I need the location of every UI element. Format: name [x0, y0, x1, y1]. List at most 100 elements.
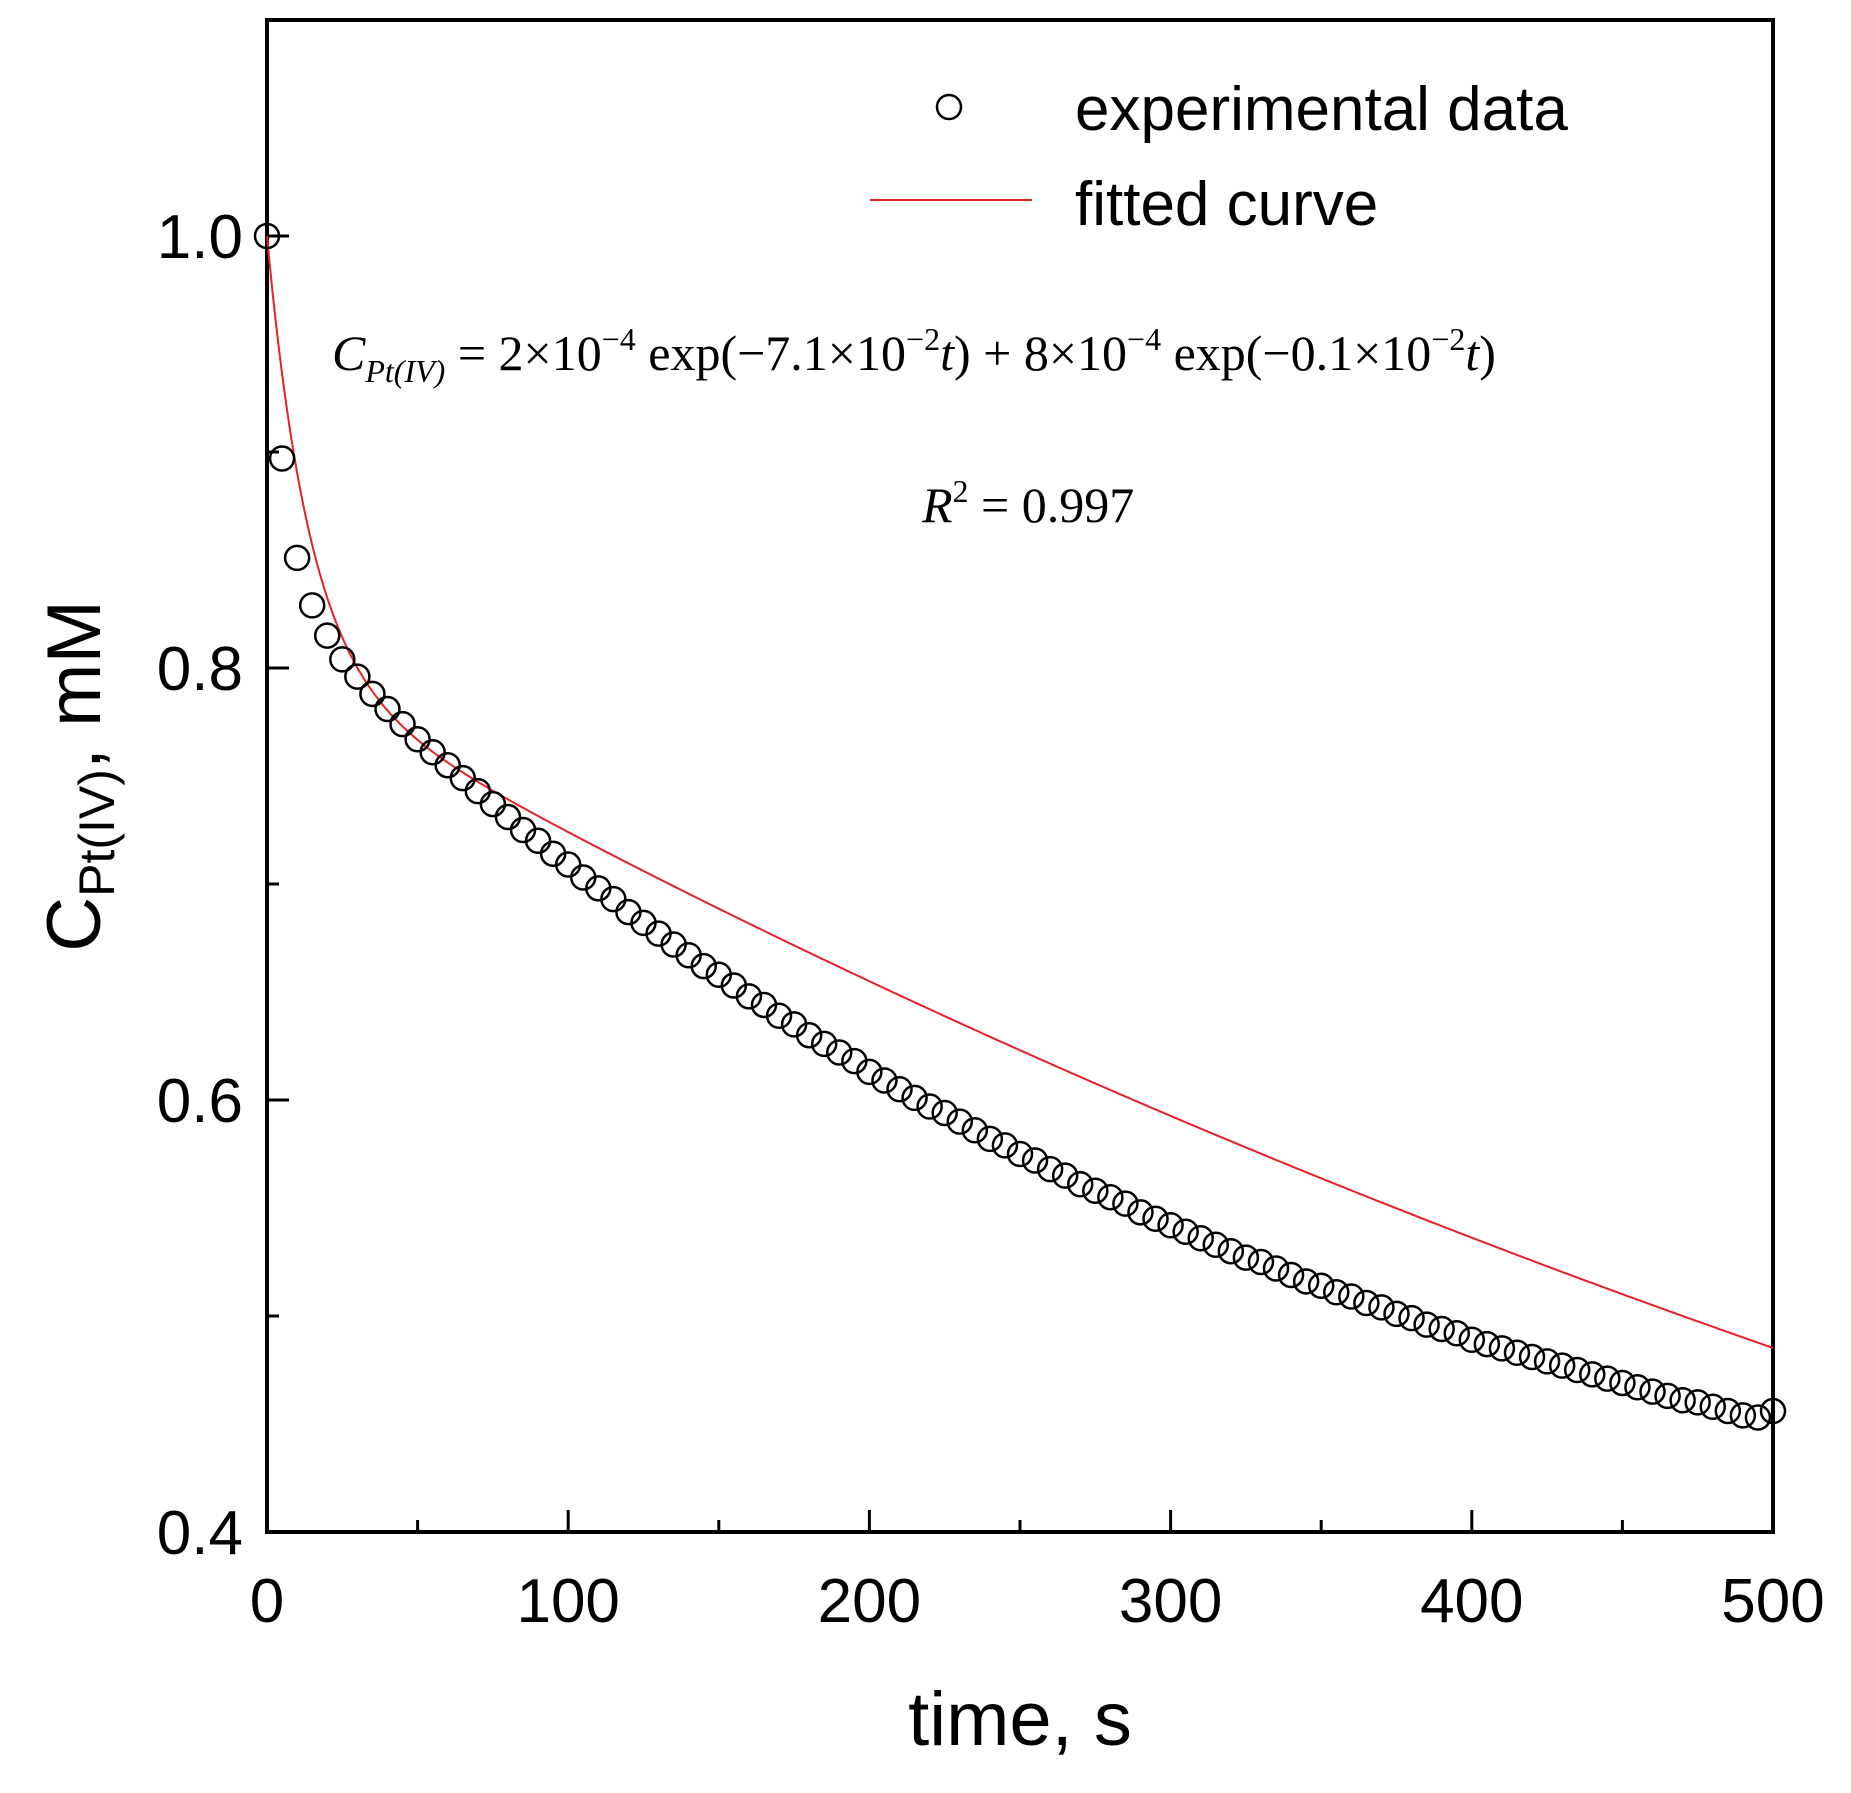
data-point: [434, 751, 461, 779]
data-point: [298, 592, 326, 619]
data-point: [826, 1039, 853, 1066]
data-point: [404, 726, 431, 753]
data-point: [389, 710, 416, 738]
data-point: [1232, 1244, 1260, 1271]
data-point: [1036, 1155, 1064, 1183]
data-point: [765, 1002, 793, 1030]
data-point: [1338, 1283, 1365, 1310]
y-tick-label: 0.6: [157, 1067, 243, 1136]
data-point: [1157, 1212, 1184, 1239]
data-point: [1368, 1294, 1395, 1321]
data-point: [1353, 1289, 1380, 1317]
data-point: [313, 622, 341, 649]
data-point: [1654, 1382, 1681, 1410]
plot-frame: [265, 18, 1775, 1534]
data-point: [1021, 1147, 1049, 1174]
data-point: [1458, 1326, 1486, 1354]
data-point: [1744, 1404, 1772, 1431]
data-point: [946, 1108, 974, 1135]
data-point: [976, 1125, 1004, 1153]
data-point: [1579, 1361, 1606, 1388]
fitted-curve-line: [266, 235, 1774, 1349]
data-point: [344, 663, 371, 690]
x-tick-label: 400: [1420, 1567, 1523, 1636]
data-point: [735, 983, 763, 1010]
fit-equation: CPt(IV) = 2×10−4 exp(−7.1×10−2t) + 8×10−…: [332, 321, 1496, 389]
experimental-points: [253, 222, 1787, 1431]
data-point: [1594, 1365, 1621, 1392]
data-point: [961, 1116, 989, 1144]
data-point: [1217, 1237, 1245, 1265]
data-point: [494, 803, 522, 831]
data-point: [253, 222, 281, 250]
data-point: [1609, 1369, 1636, 1397]
data-point: [329, 646, 356, 673]
y-tick-label: 0.4: [157, 1499, 243, 1568]
legend-marker-experimental: [935, 93, 963, 121]
data-point: [1383, 1300, 1410, 1328]
data-point: [1187, 1224, 1214, 1252]
data-point: [1307, 1272, 1335, 1300]
data-point: [856, 1058, 883, 1086]
y-tick-label: 0.8: [157, 635, 243, 704]
data-point: [991, 1132, 1019, 1159]
data-point: [554, 851, 582, 878]
legend-label-fitted: fitted curve: [1075, 170, 1378, 239]
x-tick-label: 300: [1119, 1567, 1222, 1636]
x-axis-title: time, s: [908, 1677, 1132, 1762]
data-point: [1247, 1248, 1275, 1276]
data-point: [1413, 1311, 1440, 1338]
data-point: [1714, 1397, 1742, 1425]
data-point: [1292, 1268, 1320, 1295]
data-point: [1759, 1397, 1787, 1425]
data-point: [1729, 1402, 1757, 1429]
x-tick-label: 200: [818, 1567, 921, 1636]
data-point: [374, 695, 401, 723]
data-point: [795, 1021, 823, 1049]
data-point: [1443, 1320, 1470, 1347]
axis-ticks: [265, 234, 1775, 1534]
data-point: [1097, 1183, 1124, 1211]
data-point: [479, 790, 507, 818]
x-tick-label: 100: [516, 1567, 619, 1636]
data-point: [1624, 1374, 1651, 1401]
y-tick-label: 1.0: [157, 203, 243, 272]
data-point: [810, 1030, 838, 1058]
data-point: [1639, 1378, 1666, 1405]
data-point: [690, 952, 717, 980]
data-point: [283, 544, 311, 572]
legend: experimental data fitted curve: [870, 75, 1568, 239]
data-point: [1127, 1199, 1154, 1226]
data-point: [1533, 1348, 1561, 1375]
data-point: [1473, 1330, 1501, 1358]
data-point: [1112, 1190, 1139, 1217]
y-tick-labels: 0.4 0.6 0.8 1.0: [157, 203, 243, 1568]
data-point: [1699, 1393, 1727, 1420]
data-point: [1669, 1386, 1696, 1414]
data-point: [1428, 1315, 1455, 1343]
data-point: [931, 1099, 958, 1127]
legend-label-experimental: experimental data: [1075, 75, 1568, 144]
data-point: [1006, 1140, 1034, 1168]
x-tick-label: 0: [250, 1567, 284, 1636]
data-point: [1277, 1261, 1305, 1289]
data-point: [449, 764, 477, 792]
data-point: [916, 1093, 943, 1120]
data-point: [419, 738, 446, 766]
data-point: [268, 445, 296, 472]
data-point: [886, 1075, 913, 1103]
x-tick-labels: 0 100 200 300 400 500: [250, 1567, 1825, 1636]
data-point: [1548, 1352, 1576, 1379]
data-point: [1082, 1177, 1109, 1204]
data-point: [1488, 1335, 1516, 1362]
x-tick-label: 500: [1721, 1567, 1824, 1636]
data-point: [359, 680, 386, 708]
r-squared: R2 = 0.997: [921, 473, 1134, 533]
y-axis-title: CPt(IV), mM: [32, 600, 125, 952]
data-point: [1066, 1170, 1094, 1198]
data-point: [464, 777, 492, 805]
data-point: [1202, 1231, 1230, 1258]
data-point: [1172, 1218, 1199, 1246]
data-point: [1051, 1162, 1079, 1189]
data-point: [1563, 1356, 1591, 1384]
